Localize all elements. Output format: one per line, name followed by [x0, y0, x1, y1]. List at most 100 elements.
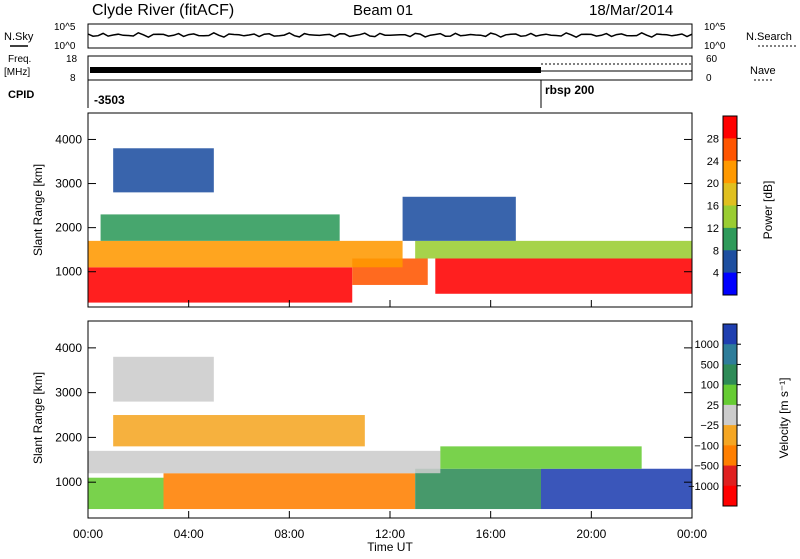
colorbar-swatch	[723, 364, 737, 386]
date-title: 18/Mar/2014	[589, 2, 673, 19]
data-band	[88, 267, 353, 303]
nsky-tick-top: 10^5	[54, 22, 76, 33]
data-band	[88, 450, 441, 474]
velocity-colorbar-label: Velocity [m s⁻¹]	[777, 377, 791, 458]
colorbar-tick-label: 28	[707, 133, 719, 145]
y-tick-label: 1000	[55, 475, 82, 489]
freq-trace	[90, 67, 541, 73]
x-axis: 00:00 04:00 08:00 12:00 16:00 20:00 00:00	[73, 300, 707, 541]
freq-unit-label: [MHz]	[4, 67, 30, 78]
cpid-label: CPID	[8, 89, 34, 101]
nsky-label: N.Sky	[4, 31, 34, 43]
colorbar-tick-label: 20	[707, 178, 719, 190]
colorbar-tick-label: 8	[713, 245, 719, 257]
data-band	[440, 446, 642, 469]
colorbar-swatch	[723, 116, 737, 139]
y-tick-label: 4000	[55, 341, 82, 355]
colorbar-swatch	[723, 272, 737, 296]
colorbar-swatch	[723, 160, 737, 184]
freq-panel-frame	[87, 55, 693, 81]
data-band	[113, 415, 365, 447]
power-y-axis: 1000 2000 3000 4000	[55, 132, 692, 279]
nsky-tick-bottom: 10^0	[54, 41, 76, 52]
velocity-data-layer	[88, 356, 692, 510]
cpid-value-2: rbsp 200	[545, 83, 595, 97]
nsearch-tick-bottom: 10^0	[704, 41, 726, 52]
colorbar-swatch	[723, 250, 737, 274]
data-band	[113, 356, 214, 402]
colorbar-swatch	[723, 344, 737, 365]
colorbar-tick-label: 100	[701, 380, 719, 392]
freq-label: Freq.	[8, 54, 31, 65]
y-tick-label: 2000	[55, 430, 82, 444]
cpid-value-1: -3503	[94, 93, 125, 107]
colorbar-tick-label: −500	[694, 461, 719, 473]
x-tick-label: 00:00	[73, 527, 103, 541]
nave-tick-bottom: 0	[706, 73, 712, 84]
x-tick-label: 00:00	[677, 527, 707, 541]
nsky-trace	[87, 31, 693, 39]
data-band	[435, 258, 692, 294]
data-band	[100, 214, 340, 241]
y-tick-label: 3000	[55, 177, 82, 191]
colorbar-frame	[722, 323, 738, 507]
colorbar-swatch	[723, 138, 737, 162]
colorbar-tick-label: 1000	[695, 339, 719, 351]
colorbar-tick-label: −1000	[688, 481, 719, 493]
data-band	[415, 468, 541, 510]
colorbar-tick-label: −25	[700, 420, 719, 432]
nsky-panel-frame	[87, 23, 693, 49]
colorbar-swatch	[723, 183, 737, 206]
x-tick-label: 08:00	[274, 527, 304, 541]
colorbar-tick-label: 24	[707, 156, 719, 168]
y-tick-label: 1000	[55, 265, 82, 279]
data-band	[541, 468, 692, 510]
y-tick-label: 3000	[55, 386, 82, 400]
colorbar-tick-label: 4	[713, 268, 719, 280]
y-tick-label: 4000	[55, 132, 82, 146]
power-colorbar: 28 24 20 16 12 8 4	[707, 115, 741, 296]
power-y-label: Slant Range [km]	[31, 164, 45, 256]
colorbar-swatch	[723, 425, 737, 446]
colorbar-swatch	[723, 205, 737, 229]
nave-tick-top: 60	[706, 54, 718, 65]
velocity-y-label: Slant Range [km]	[31, 372, 45, 464]
y-tick-label: 2000	[55, 221, 82, 235]
data-band	[163, 473, 416, 510]
x-axis-label: Time UT	[367, 540, 413, 554]
colorbar-tick-label: 25	[707, 400, 719, 412]
freq-tick-bottom: 8	[70, 73, 76, 84]
nsearch-label: N.Search	[746, 31, 792, 43]
colorbar-swatch	[723, 465, 737, 487]
power-colorbar-label: Power [dB]	[761, 181, 775, 240]
data-band	[88, 477, 164, 510]
colorbar-swatch	[723, 445, 737, 467]
x-tick-label: 16:00	[476, 527, 506, 541]
data-band	[402, 196, 516, 241]
velocity-panel: 1000 2000 3000 4000 Slant Range [km] 1000 50…	[31, 320, 791, 519]
x-tick-label: 20:00	[576, 527, 606, 541]
power-data-layer	[88, 148, 692, 303]
colorbar-swatch	[723, 384, 737, 406]
nave-label: Nave	[750, 65, 776, 77]
colorbar-tick-label: 12	[707, 223, 719, 235]
beam-title: Beam 01	[353, 2, 413, 19]
x-tick-label: 12:00	[375, 527, 405, 541]
station-title: Clyde River (fitACF)	[92, 2, 234, 19]
colorbar-tick-label: −100	[694, 440, 719, 452]
colorbar-tick-label: 500	[701, 359, 719, 371]
colorbar-swatch	[723, 324, 737, 345]
colorbar-tick-label: 16	[707, 201, 719, 213]
x-tick-label: 04:00	[174, 527, 204, 541]
freq-tick-top: 18	[66, 54, 78, 65]
velocity-y-axis: 1000 2000 3000 4000	[55, 341, 692, 489]
data-band	[113, 148, 214, 193]
colorbar-swatch	[723, 485, 737, 507]
power-panel: 1000 2000 3000 4000 Slant Range [km] 28 24 20…	[31, 112, 775, 308]
data-band	[415, 240, 692, 259]
nsearch-tick-top: 10^5	[704, 22, 726, 33]
colorbar-swatch	[723, 404, 737, 426]
data-band	[88, 240, 403, 268]
